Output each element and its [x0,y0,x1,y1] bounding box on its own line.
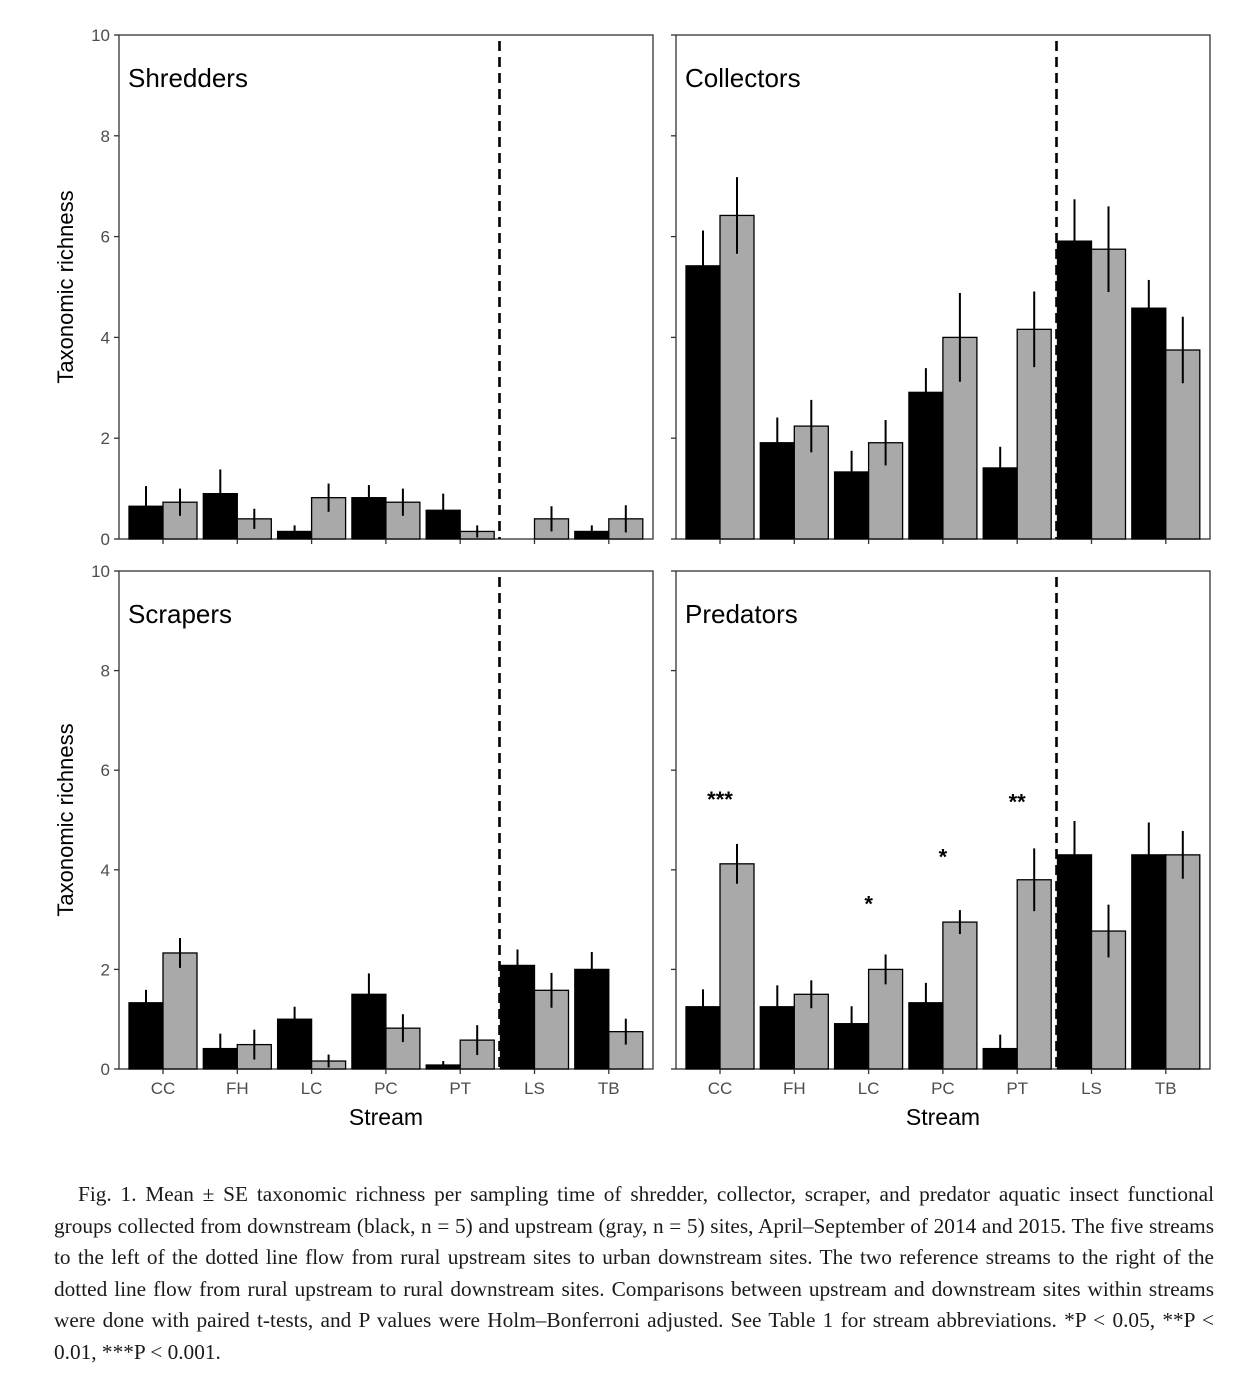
x-tick-label: TB [598,1079,620,1098]
x-tick-label: FH [783,1079,806,1098]
x-tick-label: CC [151,1079,176,1098]
bar [162,952,198,1070]
panel-frame [118,34,654,540]
x-tick-label: LS [1081,1079,1102,1098]
figure-caption: Fig. 1. Mean ± SE taxonomic richness per… [54,1182,1214,1364]
bar [128,1002,164,1070]
panel-title: Shredders [128,63,248,93]
bar [1056,240,1093,540]
bar [1165,854,1201,1070]
bar [1090,248,1127,540]
x-tick-label: FH [226,1079,249,1098]
y-tick-label: 6 [101,761,110,780]
y-axis-label: Taxonomic richness [53,190,78,383]
x-tick-label: PC [931,1079,955,1098]
bar [719,214,755,540]
y-tick-label: 4 [101,328,110,347]
significance-label: *** [707,787,733,812]
y-axis-label: Taxonomic richness [53,723,78,916]
y-tick-label: 10 [91,26,110,45]
x-tick-label: LC [301,1079,323,1098]
x-tick-label: LS [524,1079,545,1098]
x-tick-label: PT [449,1079,471,1098]
panel-title: Scrapers [128,599,232,629]
significance-label: ** [1009,790,1027,815]
bar [867,968,904,1070]
x-axis-label: Stream [349,1104,423,1130]
x-tick-label: TB [1155,1079,1177,1098]
y-tick-label: 2 [101,960,110,979]
y-tick-label: 6 [101,228,110,247]
x-axis-label: Stream [906,1104,980,1130]
x-tick-label: PT [1006,1079,1028,1098]
significance-label: * [864,892,873,917]
figure-chart: 0 2 4 6 8 10 Taxonomic richness Shredders Collec… [53,26,1211,1130]
bar [1016,879,1052,1070]
panel-title: Collectors [685,63,801,93]
x-tick-label: CC [708,1079,733,1098]
x-tick-label: LC [858,1079,880,1098]
y-tick-label: 10 [91,562,110,581]
y-tick-label: 8 [101,662,110,681]
x-tick-label: PC [374,1079,398,1098]
bar [942,921,978,1070]
y-tick-label: 8 [101,127,110,146]
y-tick-label: 4 [101,861,110,880]
y-tick-label: 0 [101,1060,110,1079]
bar [685,265,721,540]
y-tick-label: 0 [101,530,110,549]
panel-title: Predators [685,599,798,629]
y-tick-label: 2 [101,429,110,448]
significance-label: * [939,844,948,869]
bar [719,863,755,1070]
bar [1131,307,1167,540]
